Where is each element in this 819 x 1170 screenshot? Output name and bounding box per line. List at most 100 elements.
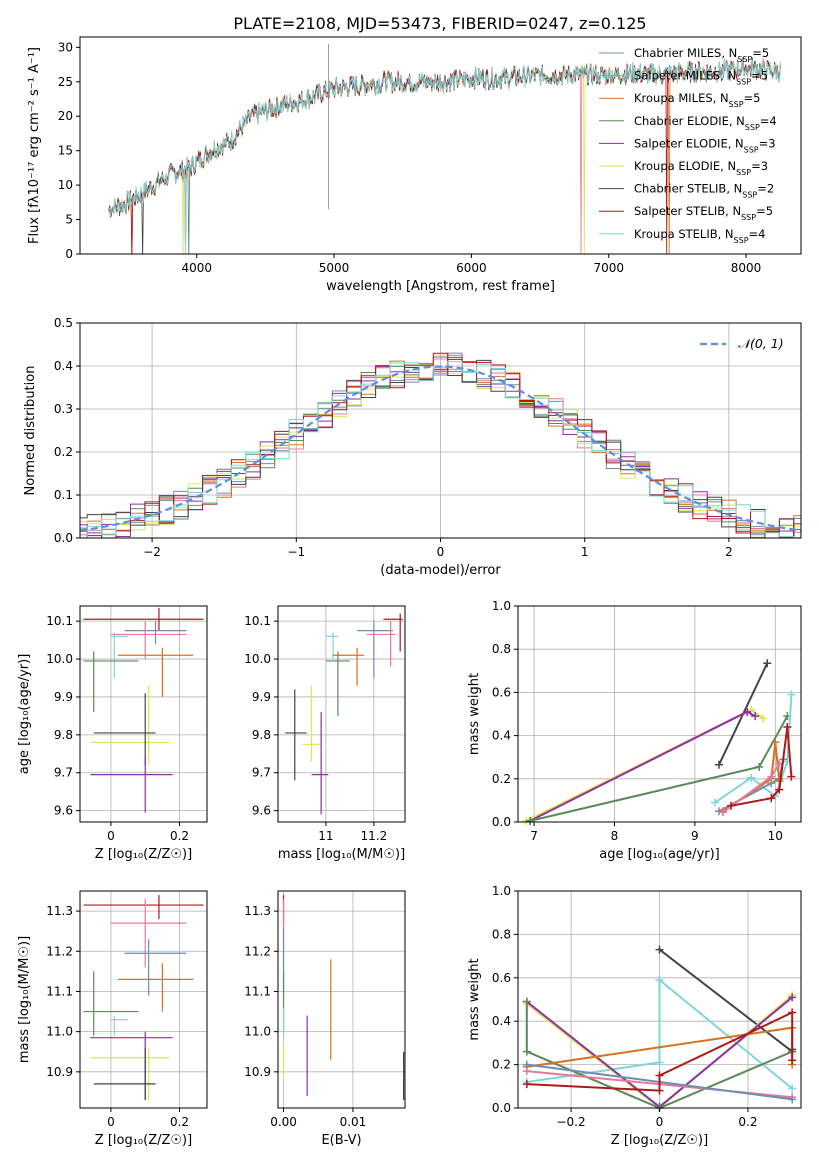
mass-weight-point bbox=[655, 975, 664, 984]
y-tick-label: 10.1 bbox=[244, 614, 271, 628]
x-tick-label: 1 bbox=[581, 545, 589, 559]
axes-mass-vs-Z: 0 0.2 10.9 11.0 11.1 11.2 11.3 Z [log₁₀(Z/Z☉)] m… bbox=[17, 890, 208, 1148]
mass-weight-point bbox=[767, 794, 776, 803]
y-tick-label: 10.0 bbox=[244, 652, 271, 666]
x-axis-label: Z [log₁₀(Z/Z☉)] bbox=[611, 1133, 708, 1148]
mass-weight-point bbox=[727, 801, 736, 810]
legend-entry: Chabrier ELODIE, NSSP=4 bbox=[634, 114, 777, 132]
spectrum-line bbox=[108, 58, 781, 254]
mass-weight-point bbox=[710, 798, 719, 807]
mass-weight-point bbox=[751, 712, 760, 721]
y-tick-label: 30 bbox=[58, 40, 73, 54]
axes-age-vs-mass: 11 11.2 9.6 9.7 9.8 9.9 10.0 10.1 mass [log₁₀(M/… bbox=[244, 605, 406, 862]
plot-area-age-vs-mass bbox=[285, 613, 403, 815]
mass-weight-point bbox=[788, 1008, 797, 1017]
x-tick-label: 9 bbox=[691, 829, 699, 843]
y-tick-label: 10.1 bbox=[46, 614, 73, 628]
y-tick-label: 0.4 bbox=[54, 359, 73, 373]
histogram-step bbox=[80, 358, 801, 538]
y-tick-label: 9.9 bbox=[252, 690, 271, 704]
y-tick-label: 11.2 bbox=[46, 944, 73, 958]
y-tick-label: 0.0 bbox=[54, 531, 73, 545]
y-tick-label: 0.2 bbox=[54, 445, 73, 459]
x-tick-label: 0 bbox=[107, 1115, 115, 1129]
axes-frame bbox=[79, 890, 208, 1109]
x-tick-label: 7 bbox=[530, 829, 538, 843]
x-tick-label: 7000 bbox=[593, 261, 624, 275]
axes-age-vs-Z: 0 0.2 9.6 9.7 9.8 9.9 10.0 10.1 Z [log₁₀(Z/Z☉)] a… bbox=[17, 605, 208, 862]
y-tick-label: 9.6 bbox=[252, 804, 271, 818]
mass-weight-line bbox=[525, 1001, 793, 1110]
y-tick-label: 0.2 bbox=[492, 772, 511, 786]
y-tick-label: 11.1 bbox=[244, 984, 271, 998]
y-tick-label: 9.9 bbox=[54, 690, 73, 704]
mass-weight-point bbox=[759, 714, 768, 723]
figure-title: PLATE=2108, MJD=53473, FIBERID=0247, z=0… bbox=[233, 14, 646, 33]
y-tick-label: 11.1 bbox=[46, 984, 73, 998]
axes-frame bbox=[277, 890, 406, 1109]
y-tick-label: 11.3 bbox=[46, 904, 73, 918]
mass-weight-line bbox=[526, 977, 793, 1090]
x-tick-label: 0 bbox=[437, 545, 445, 559]
mass-weight-point bbox=[788, 1095, 797, 1104]
y-axis-label: mass weight bbox=[467, 958, 482, 1040]
x-tick-label: 11 bbox=[318, 829, 333, 843]
mass-weight-point bbox=[763, 659, 772, 668]
histogram-step bbox=[80, 354, 801, 538]
x-axis-label: Z [log₁₀(Z/Z☉)] bbox=[95, 1133, 192, 1148]
x-axis-label: E(B-V) bbox=[321, 1133, 361, 1148]
x-tick-label: 2 bbox=[725, 545, 733, 559]
legend-entry: Kroupa ELODIE, NSSP=3 bbox=[634, 159, 768, 177]
y-axis-label: mass weight bbox=[467, 673, 482, 755]
mass-weight-point bbox=[655, 945, 664, 954]
x-tick-label: 0 bbox=[107, 829, 115, 843]
legend-entry: Salpeter STELIB, NSSP=5 bbox=[634, 204, 773, 222]
x-tick-label: −1 bbox=[287, 545, 305, 559]
plot-area-spectrum bbox=[108, 43, 781, 254]
spectrum-legend: Chabrier MILES, NSSP=5 Salpeter MILES, NS… bbox=[599, 46, 777, 244]
x-tick-label: 0.2 bbox=[170, 1115, 189, 1129]
plot-area-age-vs-Z bbox=[83, 607, 204, 813]
axes-spectrum: 4000 5000 6000 7000 8000 0 5 10 15 20 25 30 waveleng… bbox=[27, 36, 802, 294]
x-tick-label: 4000 bbox=[181, 261, 212, 275]
y-tick-label: 0.4 bbox=[492, 1014, 511, 1028]
mass-weight-point bbox=[655, 1058, 664, 1067]
y-tick-label: 0 bbox=[65, 247, 73, 261]
y-tick-label: 1.0 bbox=[492, 599, 511, 613]
mass-weight-point bbox=[767, 772, 776, 781]
legend-entry: Salpeter MILES, NSSP=5 bbox=[634, 69, 768, 87]
axes-residuals: −2 −1 0 1 2 0.0 0.1 0.2 0.3 0.4 0.5 (data-model)/er… bbox=[23, 316, 802, 578]
mass-weight-point bbox=[522, 1060, 531, 1069]
x-tick-label: 8 bbox=[611, 829, 619, 843]
mass-weight-point bbox=[522, 1047, 531, 1056]
y-tick-label: 9.7 bbox=[54, 766, 73, 780]
y-tick-label: 20 bbox=[58, 109, 73, 123]
x-tick-label: 10 bbox=[768, 829, 783, 843]
x-tick-label: 6000 bbox=[456, 261, 487, 275]
x-axis-label: (data-model)/error bbox=[380, 563, 501, 578]
mass-weight-point bbox=[719, 808, 728, 817]
normal-reference-curve bbox=[80, 365, 801, 532]
axes-mass-weight-vs-Z: −0.2 0 0.2 0.0 0.2 0.4 0.6 0.8 1.0 Z [log₁₀(Z/Z☉)… bbox=[467, 884, 802, 1148]
axes-mass-vs-EBV: 0.00 0.01 10.9 11.0 11.1 11.2 11.3 E(B-V) bbox=[244, 890, 406, 1148]
histogram-step bbox=[80, 352, 801, 538]
axes-frame bbox=[277, 605, 406, 823]
plot-area-residuals bbox=[80, 352, 801, 538]
plot-area-mass-weight-vs-age bbox=[522, 659, 796, 825]
y-tick-label: 10.9 bbox=[46, 1065, 73, 1079]
histogram-step bbox=[80, 356, 801, 538]
x-axis-label: mass [log₁₀(M/M☉)] bbox=[278, 847, 405, 862]
y-tick-label: 0.8 bbox=[492, 642, 511, 656]
x-tick-label: 0.00 bbox=[270, 1115, 297, 1129]
mass-weight-point bbox=[787, 772, 796, 781]
y-axis-label: age [log₁₀(age/yr)] bbox=[17, 654, 32, 775]
legend-entry: Chabrier STELIB, NSSP=2 bbox=[634, 182, 774, 200]
axes-frame bbox=[79, 36, 802, 255]
y-tick-label: 9.7 bbox=[252, 766, 271, 780]
legend-entry: Kroupa STELIB, NSSP=4 bbox=[634, 227, 765, 245]
y-tick-label: 11.3 bbox=[244, 904, 271, 918]
y-tick-label: 0.1 bbox=[54, 488, 73, 502]
y-tick-label: 15 bbox=[58, 144, 73, 158]
legend-entry: 𝒩(0, 1) bbox=[738, 336, 784, 351]
